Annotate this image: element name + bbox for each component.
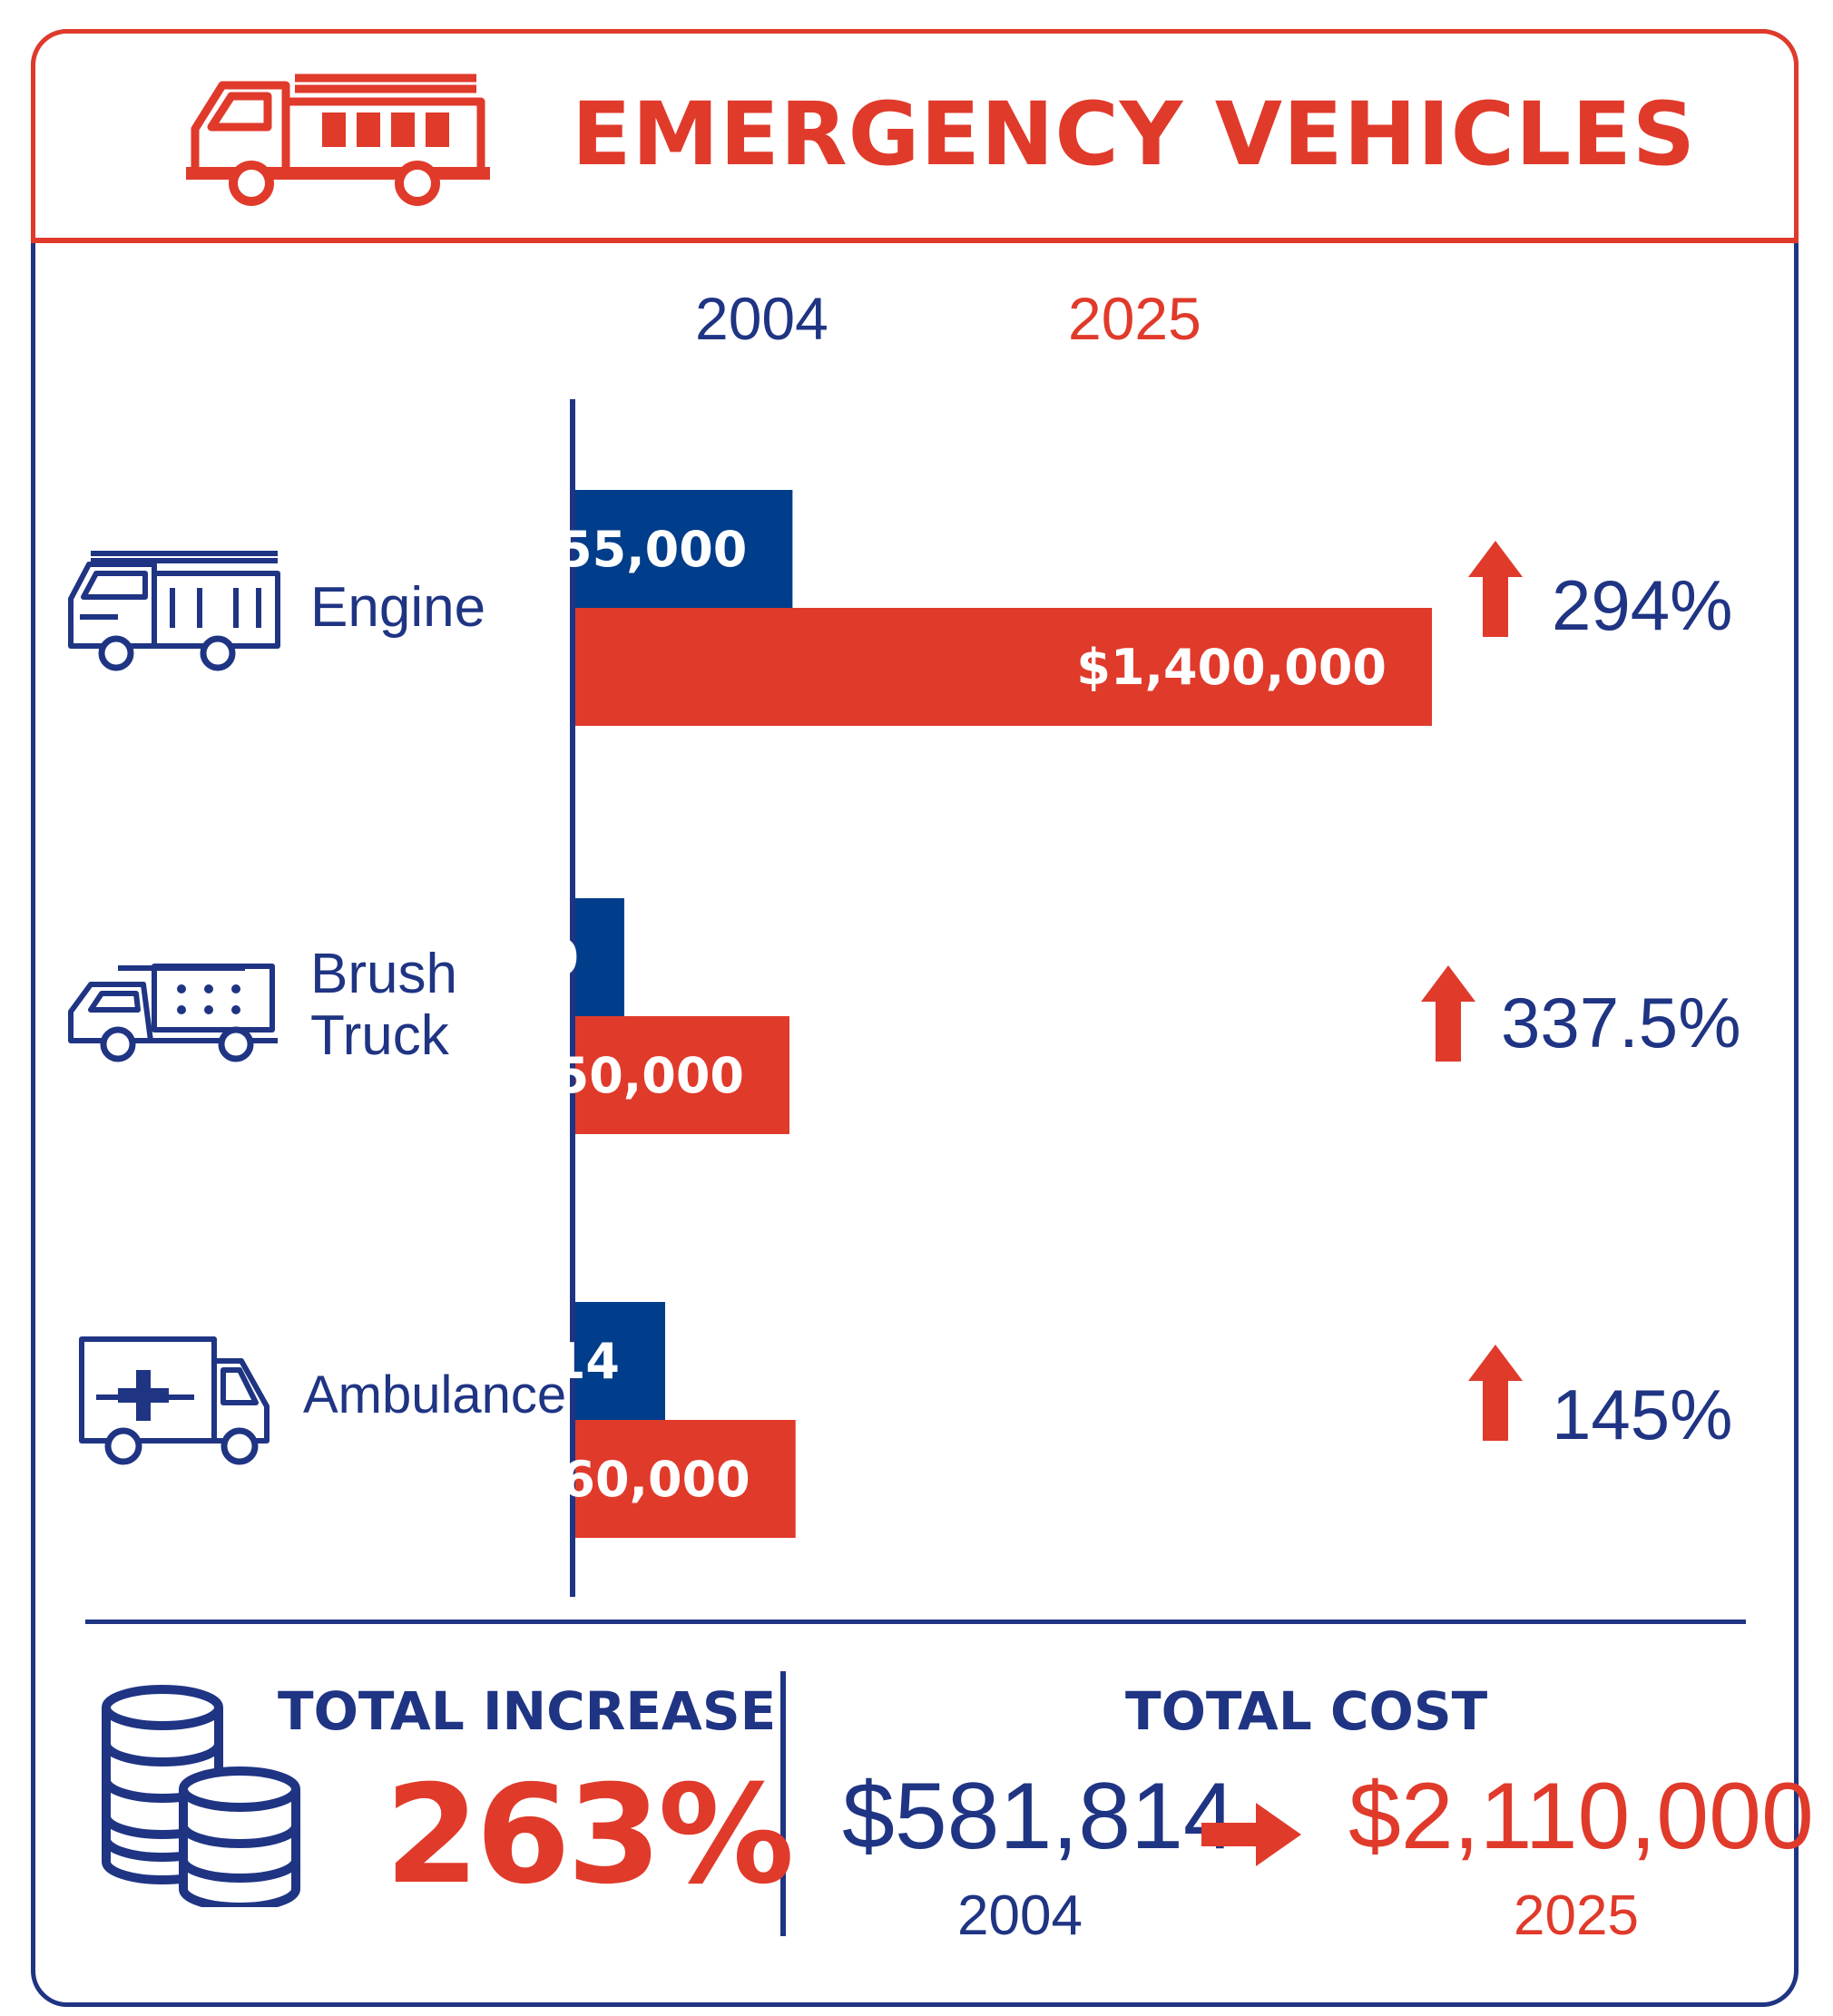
coins-icon bbox=[102, 1685, 300, 1907]
bar-brush-truck-2004 bbox=[575, 898, 624, 1016]
infographic-frame bbox=[31, 29, 1799, 2007]
bar-value-label: $355,000 bbox=[563, 521, 747, 578]
legend-2004: 2004 bbox=[695, 285, 828, 352]
bar-value-label: $146,814 bbox=[563, 1333, 620, 1390]
brush-truck-icon bbox=[68, 964, 278, 1062]
percent-increase-engine: 294% bbox=[1552, 565, 1733, 645]
ambulance-icon bbox=[79, 1336, 270, 1465]
summary-divider bbox=[780, 1671, 786, 1936]
legend-2025: 2025 bbox=[1068, 285, 1201, 352]
row-label-line: Truck bbox=[310, 1004, 449, 1068]
bar-brush-truck-2025 bbox=[575, 1016, 789, 1134]
row-label-line: Engine bbox=[310, 576, 486, 639]
total-cost-2025: $2,110,000 bbox=[1348, 1764, 1814, 1869]
up-arrow-icon bbox=[1468, 541, 1523, 637]
up-arrow-icon bbox=[1468, 1345, 1523, 1441]
section-divider bbox=[85, 1620, 1746, 1624]
bar-ambulance-2004 bbox=[575, 1302, 665, 1420]
right-arrow-icon bbox=[1201, 1803, 1301, 1866]
total-cost-year-2004: 2004 bbox=[957, 1884, 1083, 1947]
bar-engine-2025 bbox=[575, 608, 1432, 726]
bar-engine-2004 bbox=[575, 490, 793, 608]
bar-chart: $355,000 $1,400,000 $80,000 $350,000 $146,81… bbox=[563, 399, 1432, 1597]
total-increase-value: 263% bbox=[385, 1757, 794, 1914]
bar-value-label: $80,000 bbox=[563, 929, 579, 986]
percent-increase-ambulance: 145% bbox=[1552, 1375, 1733, 1454]
total-cost-2004: $581,814 bbox=[842, 1764, 1236, 1869]
fire-engine-icon bbox=[68, 551, 280, 671]
total-increase-label: TOTAL INCREASE bbox=[278, 1680, 777, 1742]
total-cost-year-2025: 2025 bbox=[1514, 1884, 1639, 1947]
bar-ambulance-2025 bbox=[575, 1420, 796, 1538]
row-label-engine: Engine bbox=[310, 576, 486, 639]
percent-increase-brush-truck: 337.5% bbox=[1501, 983, 1741, 1062]
bar-value-label: $360,000 bbox=[563, 1451, 750, 1508]
bar-value-label: $1,400,000 bbox=[1076, 639, 1387, 696]
row-label-line: Ambulance bbox=[303, 1365, 567, 1424]
up-arrow-icon bbox=[1421, 965, 1475, 1062]
row-label-line: Brush bbox=[310, 943, 457, 1005]
bar-value-label: $350,000 bbox=[563, 1047, 744, 1104]
fire-truck-icon bbox=[186, 73, 490, 206]
total-cost-label: TOTAL COST bbox=[1125, 1680, 1488, 1742]
page-title: EMERGENCY VEHICLES bbox=[572, 83, 1696, 185]
row-label-ambulance: Ambulance bbox=[303, 1366, 566, 1424]
row-label-brush-truck: Brush Truck bbox=[310, 943, 457, 1068]
